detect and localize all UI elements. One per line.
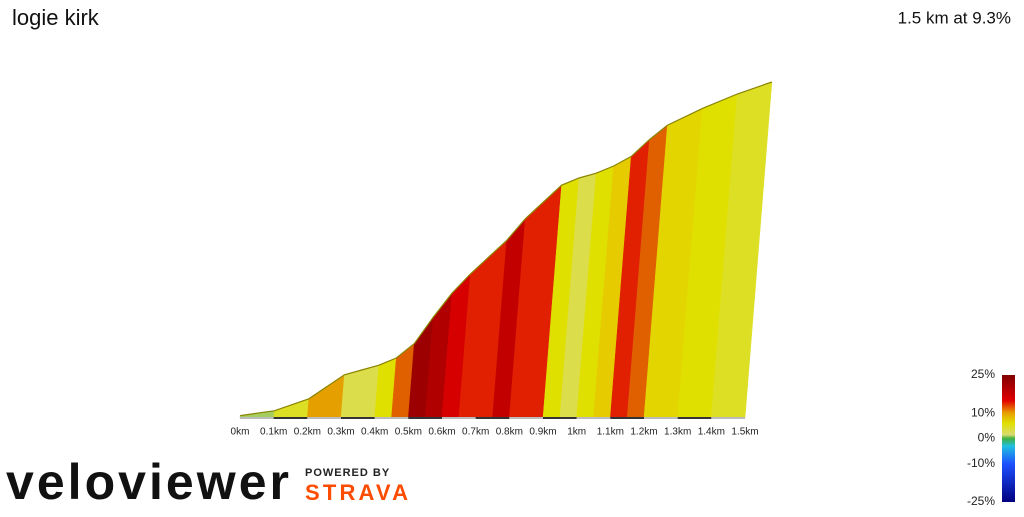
x-tick-label: 1.2km <box>630 427 657 438</box>
summary: 1.5 km at 9.3% <box>898 8 1011 27</box>
profile-segment <box>273 398 310 419</box>
colorbar-label: -25% <box>967 494 995 508</box>
x-tick-label: 0.4km <box>361 427 388 438</box>
colorbar-label: 25% <box>971 367 995 381</box>
x-tick-label: 0.2km <box>294 427 321 438</box>
x-tick-label: 0.7km <box>462 427 489 438</box>
brand-logo: veloviewer <box>6 454 289 510</box>
x-tick-label: 1.3km <box>664 427 691 438</box>
colorbar-label: -10% <box>967 456 995 470</box>
profile-outline <box>240 81 773 417</box>
colorbar-label: 0% <box>978 431 996 445</box>
x-tick-label: 0.1km <box>260 427 287 438</box>
x-tick-label: 1km <box>567 427 586 438</box>
strava-logo: STRAVA <box>305 480 408 505</box>
colorbar <box>1002 375 1015 502</box>
x-tick-label: 0.8km <box>496 427 523 438</box>
profile-segment <box>307 386 327 419</box>
x-tick-label: 0.5km <box>395 427 422 438</box>
x-tick-label: 0.6km <box>428 427 455 438</box>
x-tick-label: 1.4km <box>698 427 725 438</box>
title: logie kirk <box>12 5 100 30</box>
x-tick-label: 0.9km <box>529 427 556 438</box>
colorbar-label: 10% <box>971 405 995 419</box>
powered-by: POWERED BY <box>305 467 390 479</box>
x-tick-label: 0.3km <box>327 427 354 438</box>
x-tick-label: 1.5km <box>731 427 758 438</box>
x-tick-label: 1.1km <box>597 427 624 438</box>
x-tick-label: 0km <box>231 427 250 438</box>
